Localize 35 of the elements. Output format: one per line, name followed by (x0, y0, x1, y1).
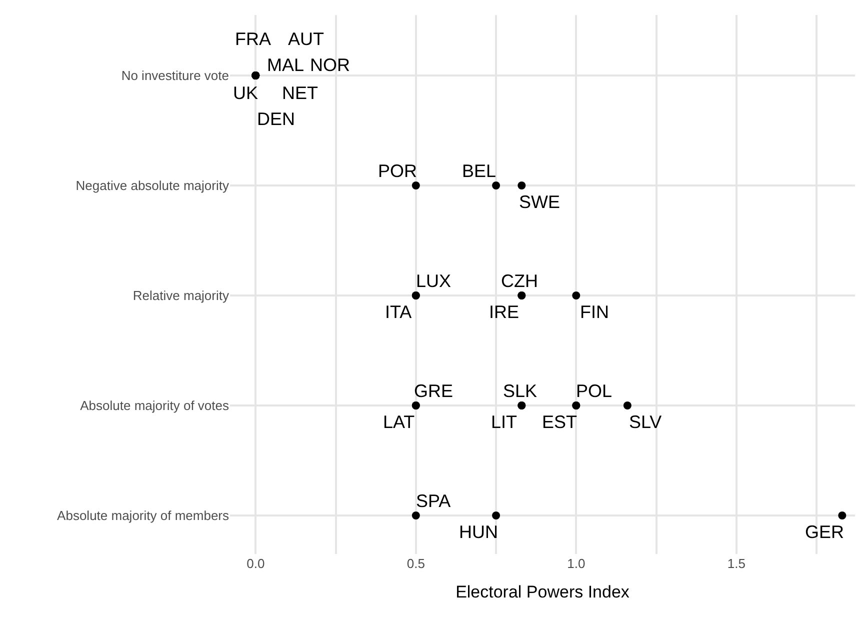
y-tick-label: Negative absolute majority (76, 178, 230, 194)
series-label: SLK (503, 381, 538, 401)
y-tick-label: Absolute majority of votes (80, 398, 230, 414)
series-label: BEL (462, 161, 496, 181)
series-label: CZH (501, 271, 538, 291)
series-label: SPA (416, 491, 451, 511)
series-label: SLV (629, 412, 662, 432)
series-label: GER (805, 522, 844, 542)
series-label: EST (542, 412, 578, 432)
series-label: POL (576, 381, 612, 401)
series-label: NET (282, 83, 318, 103)
y-tick-label: Relative majority (132, 288, 230, 304)
x-axis-title: Electoral Powers Index (456, 582, 630, 602)
x-tick-label: 1.5 (727, 556, 746, 571)
series-label: ITA (385, 302, 412, 322)
series-label: GRE (414, 381, 454, 401)
y-tick-label: Absolute majority of members (57, 508, 230, 524)
series-label: UK (233, 83, 258, 103)
series-label: FRA (235, 29, 271, 49)
x-tick-label: 0.0 (246, 556, 265, 571)
series-label: FIN (580, 302, 609, 322)
text: AUT (288, 29, 324, 49)
series-label: MAL (267, 55, 304, 75)
series-label: SWE (519, 192, 560, 212)
series-label: LUX (416, 271, 452, 291)
series-label: POR (378, 161, 418, 181)
series-label: DEN (257, 109, 296, 129)
series-label: IRE (489, 302, 520, 322)
text: NOR (310, 55, 350, 75)
series-label: LIT (491, 412, 518, 432)
x-tick-label: 1.0 (567, 556, 586, 571)
y-tick-label: No investiture vote (121, 68, 229, 84)
x-tick-label: 0.5 (406, 556, 425, 571)
series-label: HUN (459, 522, 498, 542)
series-label: LAT (383, 412, 415, 432)
